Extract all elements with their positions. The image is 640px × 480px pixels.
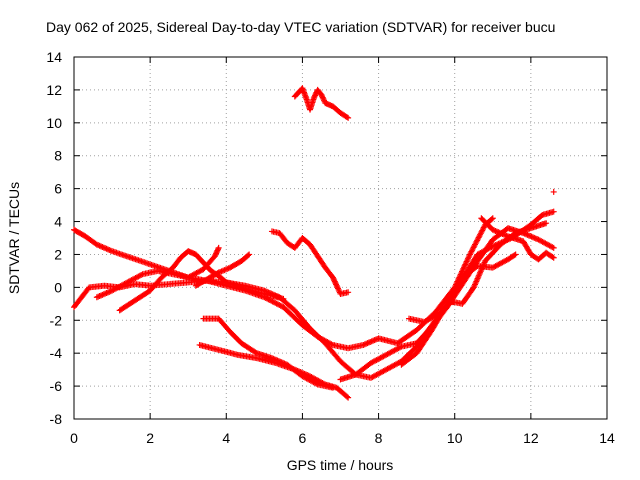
series-marks bbox=[268, 228, 352, 297]
x-tick-label: 10 bbox=[447, 430, 463, 446]
y-tick-label: -2 bbox=[50, 312, 63, 328]
axis-ticks: 0 2 4 6 8 10 12 14 -8 -6 -4 -2 0 2 4 6 8 10 12 14 bbox=[46, 49, 615, 446]
series-marks bbox=[478, 215, 557, 263]
series-arc-13 bbox=[478, 215, 557, 263]
series-arc-8 bbox=[268, 228, 352, 297]
series-arc-14 bbox=[550, 188, 557, 195]
series-marks bbox=[116, 248, 287, 314]
chart-title: Day 062 of 2025, Sidereal Day-to-day VTE… bbox=[46, 19, 555, 35]
y-tick-label: -8 bbox=[50, 411, 63, 427]
x-tick-label: 12 bbox=[523, 430, 539, 446]
series-marks bbox=[93, 244, 222, 301]
series-marks bbox=[200, 315, 336, 391]
x-tick-label: 8 bbox=[375, 430, 383, 446]
x-axis-label: GPS time / hours bbox=[287, 457, 394, 473]
y-tick-label: 10 bbox=[46, 115, 62, 131]
series-arc-3 bbox=[116, 248, 287, 314]
data-points bbox=[71, 85, 557, 401]
series-marks bbox=[550, 188, 557, 195]
x-tick-label: 0 bbox=[70, 430, 78, 446]
series-arc-7 bbox=[200, 315, 336, 391]
y-axis-label: SDTVAR / TECUs bbox=[6, 182, 22, 294]
y-tick-label: 14 bbox=[46, 49, 62, 65]
series-marks bbox=[192, 251, 253, 289]
x-tick-label: 14 bbox=[599, 430, 615, 446]
y-tick-label: -4 bbox=[50, 345, 63, 361]
series-arc-9 bbox=[291, 85, 352, 121]
x-tick-label: 2 bbox=[146, 430, 154, 446]
x-tick-label: 4 bbox=[222, 430, 230, 446]
series-marks bbox=[291, 85, 352, 121]
y-tick-label: 2 bbox=[54, 246, 62, 262]
series-arc-5 bbox=[192, 251, 253, 289]
plot-frame bbox=[73, 56, 608, 420]
y-tick-label: 0 bbox=[54, 279, 62, 295]
y-tick-label: 12 bbox=[46, 82, 62, 98]
series-arc-4 bbox=[93, 244, 222, 301]
y-tick-label: 6 bbox=[54, 181, 62, 197]
x-tick-label: 6 bbox=[299, 430, 307, 446]
y-tick-label: 4 bbox=[54, 214, 62, 230]
y-tick-label: 8 bbox=[54, 148, 62, 164]
y-tick-label: -6 bbox=[50, 378, 63, 394]
